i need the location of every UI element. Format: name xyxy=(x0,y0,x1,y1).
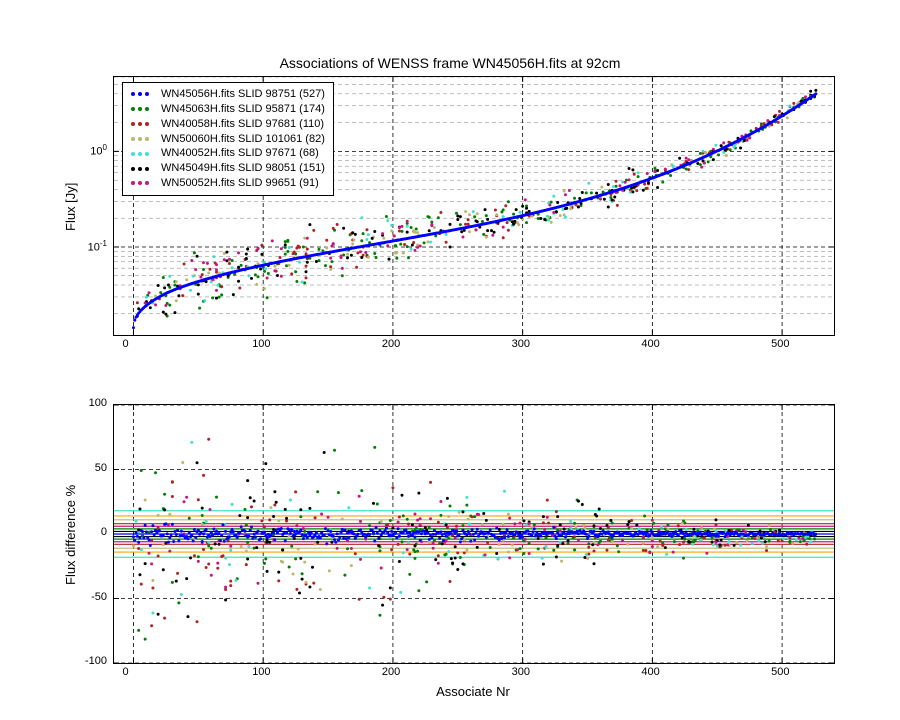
legend-item: WN40052H.fits SLID 97671 (68) xyxy=(131,146,325,161)
legend: WN45056H.fits SLID 98751 (527)WN45063H.f… xyxy=(122,82,334,196)
dot-icon xyxy=(138,137,142,141)
legend-marker xyxy=(131,152,159,156)
dot-icon xyxy=(138,181,142,185)
top-xtick: 300 xyxy=(512,338,530,350)
legend-marker xyxy=(131,107,159,111)
top-ytick: 100 xyxy=(90,143,107,158)
bottom-xtick: 300 xyxy=(512,666,530,678)
dot-icon xyxy=(131,92,135,96)
dot-icon xyxy=(131,137,135,141)
legend-item: WN50060H.fits SLID 101061 (82) xyxy=(131,132,325,147)
dot-icon xyxy=(131,107,135,111)
dot-icon xyxy=(145,152,149,156)
dot-icon xyxy=(131,181,135,185)
figure: Associations of WENSS frame WN45056H.fit… xyxy=(0,0,900,720)
bottom-ytick: 50 xyxy=(95,462,107,474)
legend-item: WN45063H.fits SLID 95871 (174) xyxy=(131,102,325,117)
top-ytick: 10-1 xyxy=(88,239,107,254)
bottom-x-axis-label: Associate Nr xyxy=(113,684,833,699)
bottom-plot-area xyxy=(113,404,835,664)
dot-icon xyxy=(138,92,142,96)
top-xtick: 400 xyxy=(641,338,659,350)
legend-item: WN50052H.fits SLID 99651 (91) xyxy=(131,176,325,191)
bottom-xtick: 400 xyxy=(641,666,659,678)
legend-label: WN45056H.fits SLID 98751 (527) xyxy=(161,87,325,102)
bottom-xtick: 0 xyxy=(122,666,128,678)
legend-marker xyxy=(131,167,159,171)
dot-icon xyxy=(145,107,149,111)
legend-label: WN40052H.fits SLID 97671 (68) xyxy=(161,146,319,161)
top-xtick: 200 xyxy=(382,338,400,350)
bottom-ytick: -50 xyxy=(91,591,107,603)
bottom-xtick: 100 xyxy=(252,666,270,678)
dot-icon xyxy=(131,122,135,126)
legend-marker xyxy=(131,181,159,185)
dot-icon xyxy=(145,122,149,126)
dot-icon xyxy=(145,181,149,185)
legend-item: WN45049H.fits SLID 98051 (151) xyxy=(131,161,325,176)
legend-label: WN45049H.fits SLID 98051 (151) xyxy=(161,161,325,176)
legend-item: WN40058H.fits SLID 97681 (110) xyxy=(131,117,325,132)
legend-label: WN40058H.fits SLID 97681 (110) xyxy=(161,117,324,132)
bottom-xtick: 500 xyxy=(771,666,789,678)
bottom-ytick: 0 xyxy=(101,526,107,538)
dot-icon xyxy=(145,92,149,96)
legend-label: WN50052H.fits SLID 99651 (91) xyxy=(161,176,319,191)
dot-icon xyxy=(138,152,142,156)
top-xtick: 500 xyxy=(771,338,789,350)
top-y-axis-label: Flux [Jy] xyxy=(63,183,78,231)
top-xtick: 0 xyxy=(122,338,128,350)
dot-icon xyxy=(138,107,142,111)
bottom-y-axis-label: Flux difference % xyxy=(63,485,78,585)
dot-icon xyxy=(131,167,135,171)
dot-icon xyxy=(131,152,135,156)
legend-label: WN45063H.fits SLID 95871 (174) xyxy=(161,102,325,117)
bottom-ytick: 100 xyxy=(89,397,107,409)
dot-icon xyxy=(138,167,142,171)
bottom-plot-svg xyxy=(114,405,834,663)
dot-icon xyxy=(138,122,142,126)
legend-label: WN50060H.fits SLID 101061 (82) xyxy=(161,132,325,147)
bottom-xtick: 200 xyxy=(382,666,400,678)
legend-item: WN45056H.fits SLID 98751 (527) xyxy=(131,87,325,102)
legend-marker xyxy=(131,137,159,141)
chart-title: Associations of WENSS frame WN45056H.fit… xyxy=(0,55,900,71)
bottom-ytick: -100 xyxy=(85,655,107,667)
legend-marker xyxy=(131,92,159,96)
dot-icon xyxy=(145,137,149,141)
legend-marker xyxy=(131,122,159,126)
top-xtick: 100 xyxy=(252,338,270,350)
dot-icon xyxy=(145,167,149,171)
